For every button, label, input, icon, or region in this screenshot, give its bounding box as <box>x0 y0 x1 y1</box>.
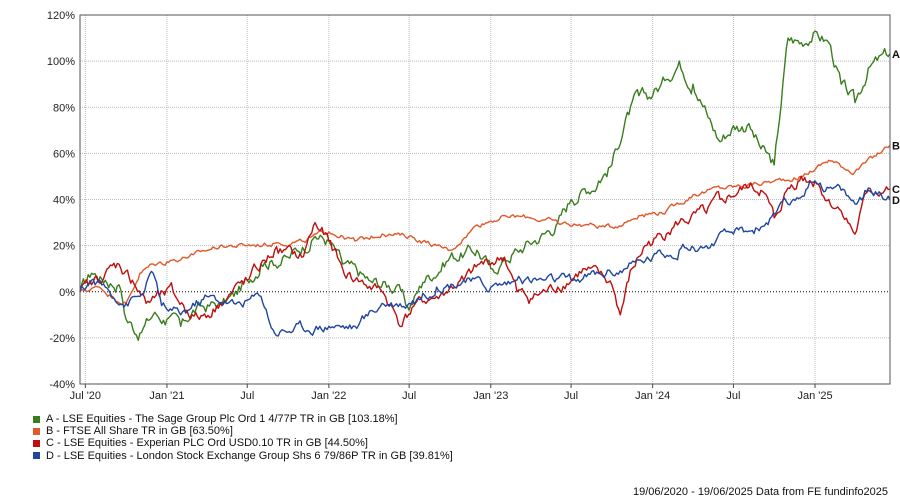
legend-item-c: C - LSE Equities - Experian PLC Ord USD0… <box>33 437 453 449</box>
x-tick-label: Jan '24 <box>635 390 670 402</box>
legend-item-a: A - LSE Equities - The Sage Group Plc Or… <box>33 413 453 425</box>
series-line-b <box>79 144 891 306</box>
axes: -40% -20% 0% 20% 40% 60% 80% 100% 120% Jul '20 Jan… <box>47 10 900 402</box>
y-tick-label: 120% <box>47 10 75 22</box>
legend-item-d: D - LSE Equities - London Stock Exchange… <box>33 450 453 462</box>
series-end-label-a: A <box>892 49 900 61</box>
legend-swatch-a <box>33 415 40 423</box>
series-end-label-d: D <box>892 195 900 207</box>
y-tick-label: 20% <box>53 241 75 253</box>
y-tick-label: -20% <box>49 333 75 345</box>
x-tick-label: Jan '22 <box>311 390 346 402</box>
x-tick-label: Jul <box>402 390 416 402</box>
y-tick-label: 0% <box>59 287 75 299</box>
series-line-d <box>79 180 891 337</box>
x-tick-label: Jul <box>726 390 740 402</box>
legend-item-b: B - FTSE All Share TR in GB [63.50%] <box>33 425 453 437</box>
x-tick-label: Jul <box>564 390 578 402</box>
legend-swatch-b <box>33 427 40 435</box>
legend-label-a: A - LSE Equities - The Sage Group Plc Or… <box>46 413 398 425</box>
series-lines <box>79 30 891 341</box>
legend-label-b: B - FTSE All Share TR in GB [63.50%] <box>46 425 233 438</box>
x-tick-label: Jan '25 <box>797 390 832 402</box>
legend-swatch-d <box>33 452 40 460</box>
series-end-label-b: B <box>892 140 900 152</box>
footer-date-range: 19/06/2020 - 19/06/2025 Data from FE fun… <box>632 486 888 498</box>
plot-frame <box>79 14 891 385</box>
x-tick-label: Jan '21 <box>149 390 184 402</box>
series-line-c <box>79 175 891 328</box>
x-tick-label: Jul '20 <box>70 390 101 402</box>
legend-swatch-c <box>33 440 40 447</box>
series-line-a <box>79 30 891 341</box>
legend-label-c: C - LSE Equities - Experian PLC Ord USD0… <box>46 437 368 450</box>
x-tick-label: Jul <box>240 390 254 402</box>
y-tick-label: 100% <box>47 56 75 68</box>
x-tick-label: Jan '23 <box>473 390 508 402</box>
y-tick-label: 40% <box>53 195 75 207</box>
y-tick-label: -40% <box>49 379 75 391</box>
series-end-label-c: C <box>892 184 900 196</box>
y-tick-label: 80% <box>53 102 75 114</box>
legend: A - LSE Equities - The Sage Group Plc Or… <box>33 413 453 462</box>
legend-label-d: D - LSE Equities - London Stock Exchange… <box>46 449 453 462</box>
y-tick-label: 60% <box>53 148 75 160</box>
